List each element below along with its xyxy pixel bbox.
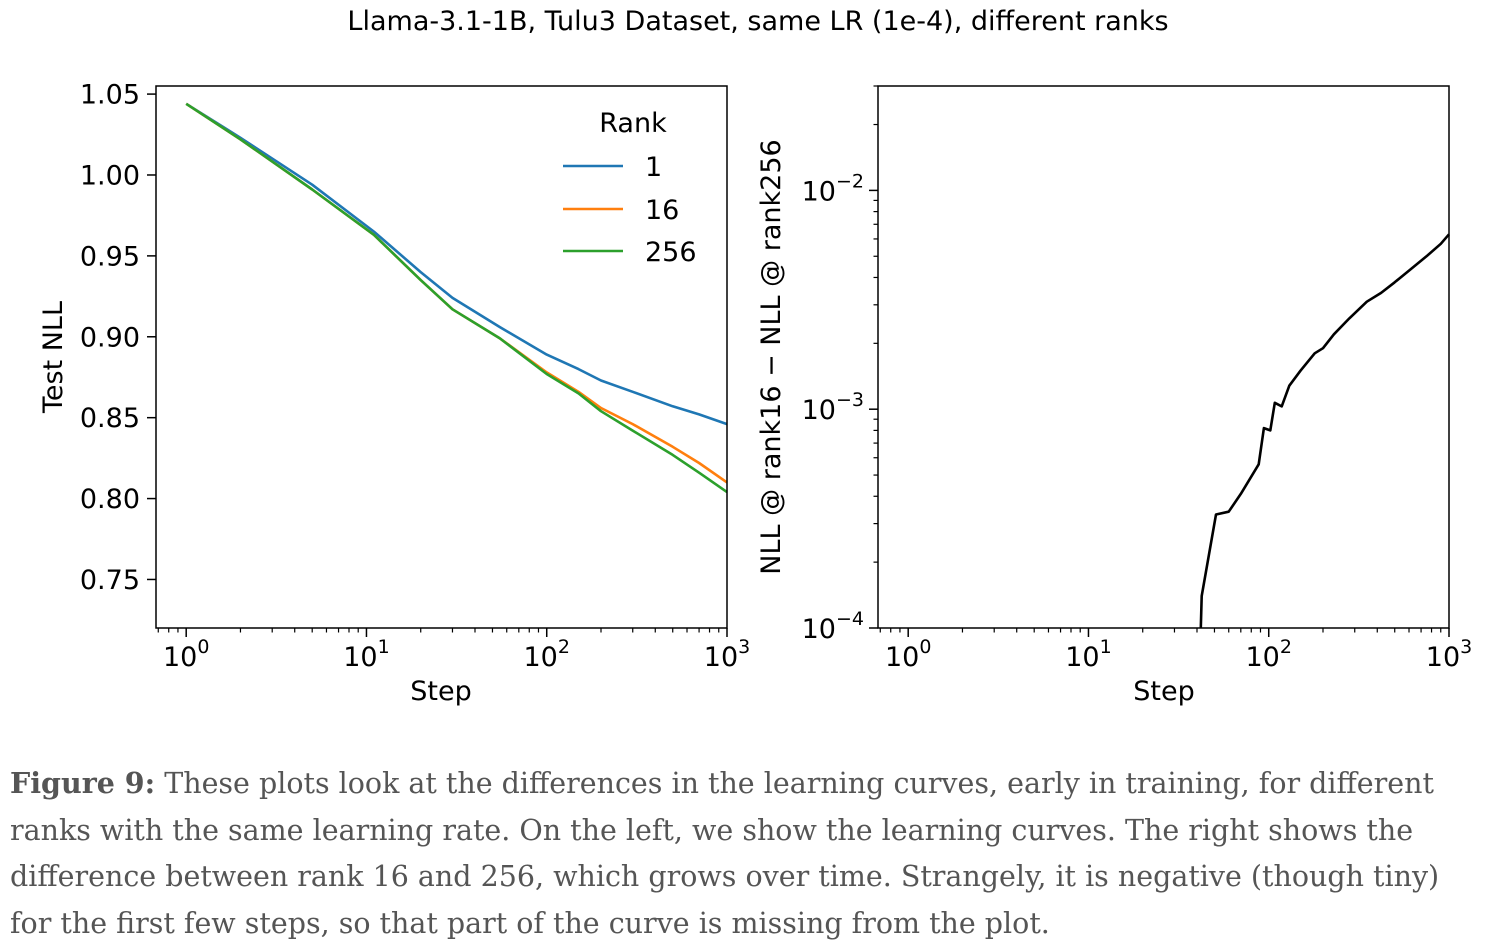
left-x-tick-1: 101 xyxy=(343,636,389,673)
left-y-tick-label: 0.80 xyxy=(80,484,140,515)
left-x-axis-label: Step xyxy=(410,676,471,707)
caption-text: These plots look at the differences in t… xyxy=(10,767,1440,940)
right-x-tick-1: 101 xyxy=(1065,636,1111,673)
left-y-tick-label: 0.90 xyxy=(80,322,140,353)
right-x-tick-0: 100 xyxy=(885,636,931,673)
right-plot-lines xyxy=(1199,233,1450,629)
right-y-axis-label: NLL @ rank16 − NLL @ rank256 xyxy=(756,139,787,574)
left-y-tick-label: 0.85 xyxy=(80,403,140,434)
right-y-tick-−2: 10−2 xyxy=(802,170,864,207)
left-x-tick-2: 102 xyxy=(524,636,570,673)
legend-label-rank-16: 16 xyxy=(645,195,679,226)
figure-title: Llama-3.1-1B, Tulu3 Dataset, same LR (1e… xyxy=(347,6,1168,37)
left-plot-test-nll: 100 101 102 103 0.75 0.80 0.85 0.90 0.95 1.00 1.0… xyxy=(38,80,750,707)
left-y-tick-label: 1.05 xyxy=(80,80,140,111)
left-y-tick-label: 0.75 xyxy=(80,565,140,596)
figure-caption: Figure 9: These plots look at the differ… xyxy=(10,760,1488,947)
right-y-axis-ticks: 10−4 10−3 10−2 xyxy=(802,85,878,645)
left-y-axis-label: Test NLL xyxy=(38,301,69,414)
left-plot-lines xyxy=(185,102,728,494)
caption-label: Figure 9: xyxy=(10,766,156,800)
left-plot-frame xyxy=(155,85,728,629)
left-y-tick-label: 1.00 xyxy=(80,160,140,191)
legend-label-rank-256: 256 xyxy=(645,237,697,268)
left-x-axis-ticks: 100 101 102 103 xyxy=(157,628,750,673)
left-y-tick-label: 0.95 xyxy=(80,241,140,272)
right-plot-frame xyxy=(877,85,1450,629)
left-x-tick-3: 103 xyxy=(704,636,750,673)
right-x-axis-label: Step xyxy=(1133,676,1194,707)
series-line-rank-256 xyxy=(185,102,728,494)
left-y-axis-ticks: 0.75 0.80 0.85 0.90 0.95 1.00 1.05 xyxy=(80,80,156,596)
left-x-tick-0: 100 xyxy=(163,636,209,673)
right-y-tick-−4: 10−4 xyxy=(802,608,864,645)
legend-title: Rank xyxy=(599,108,667,139)
right-y-tick-−3: 10−3 xyxy=(802,389,864,426)
series-line-difference xyxy=(1199,233,1450,629)
right-x-axis-ticks: 100 101 102 103 xyxy=(879,628,1472,673)
left-legend: Rank 1 16 256 xyxy=(563,108,697,268)
right-x-tick-2: 102 xyxy=(1246,636,1292,673)
legend-label-rank-1: 1 xyxy=(645,152,662,183)
series-line-rank-1 xyxy=(185,102,728,426)
right-plot-nll-difference: 100 101 102 103 10−4 10−3 10−2 Step NLL @ ran… xyxy=(756,85,1472,707)
right-x-tick-3: 103 xyxy=(1426,636,1472,673)
